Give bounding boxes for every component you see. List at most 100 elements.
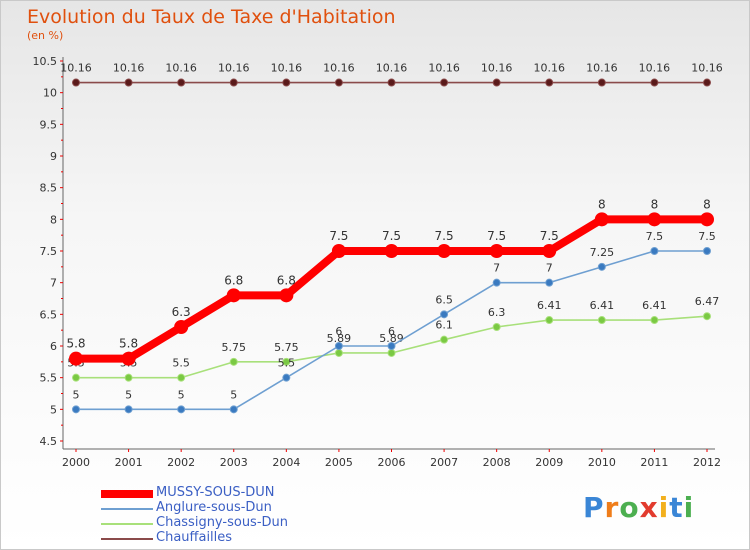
logo-letter: t <box>669 491 684 524</box>
legend-label: MUSSY-SOUS-DUN <box>156 485 275 500</box>
data-point <box>597 262 606 271</box>
data-point <box>177 78 186 87</box>
data-label: 10.16 <box>165 62 197 75</box>
data-label: 5.8 <box>66 337 85 351</box>
data-label: 6.47 <box>695 295 720 308</box>
legend-swatch <box>101 508 153 510</box>
legend-item: Chassigny-sous-Dun <box>101 515 341 531</box>
data-point <box>226 288 241 303</box>
data-point <box>489 244 504 258</box>
legend-label: Chassigny-sous-Dun <box>156 515 289 530</box>
data-label: 7 <box>493 262 500 275</box>
data-point <box>229 78 238 87</box>
data-label: 6 <box>335 325 342 338</box>
data-point <box>545 78 554 87</box>
logo-letter: x <box>639 491 659 524</box>
y-tick-label: 6 <box>50 340 57 353</box>
data-label: 6.8 <box>277 273 296 287</box>
x-tick-label: 2010 <box>588 456 616 469</box>
y-tick-label: 9.5 <box>40 118 58 131</box>
logo-letter: o <box>619 491 640 524</box>
logo-letter: P <box>583 491 605 524</box>
y-tick-label: 6.5 <box>40 308 58 321</box>
data-point <box>542 244 557 258</box>
data-point <box>124 405 133 414</box>
data-label: 7.5 <box>487 229 506 243</box>
data-point <box>440 335 449 344</box>
data-label: 10.16 <box>323 62 355 75</box>
data-label: 6 <box>388 325 395 338</box>
data-label: 6.1 <box>435 319 453 332</box>
data-label: 8 <box>703 197 711 211</box>
data-point <box>492 278 501 287</box>
data-point <box>387 342 396 350</box>
x-tick-label: 2007 <box>430 456 458 469</box>
x-tick-label: 2011 <box>640 456 668 469</box>
data-label: 10.16 <box>60 62 92 75</box>
data-point <box>334 348 343 357</box>
data-point <box>594 212 609 227</box>
data-label: 6.8 <box>224 273 243 287</box>
data-point <box>700 212 714 227</box>
data-label: 5.8 <box>119 337 138 351</box>
data-label: 5.75 <box>274 341 299 354</box>
data-point <box>597 316 606 325</box>
data-label: 10.16 <box>481 62 513 75</box>
data-point <box>650 247 659 255</box>
data-label: 7 <box>546 262 553 275</box>
data-label: 5 <box>73 388 80 401</box>
x-tick-label: 2012 <box>693 456 721 469</box>
data-label: 10.16 <box>691 62 723 75</box>
legend-item: MUSSY-SOUS-DUN <box>101 485 341 501</box>
x-tick-label: 2009 <box>535 456 563 469</box>
x-tick-label: 2001 <box>115 456 143 469</box>
data-point <box>69 351 83 366</box>
data-label: 10.16 <box>271 62 303 75</box>
data-point <box>703 247 711 255</box>
x-tick-label: 2004 <box>272 456 300 469</box>
data-point <box>545 278 554 287</box>
data-point <box>282 78 291 87</box>
x-tick-label: 2002 <box>167 456 195 469</box>
legend-swatch <box>101 490 153 498</box>
y-tick-label: 4.5 <box>40 435 58 448</box>
y-tick-label: 5.5 <box>40 372 58 385</box>
data-label: 7.5 <box>698 230 716 243</box>
x-tick-label: 2008 <box>483 456 511 469</box>
data-label: 7.5 <box>382 229 401 243</box>
data-point <box>440 310 449 319</box>
data-point <box>703 312 711 321</box>
data-label: 6.3 <box>172 305 191 319</box>
data-point <box>72 405 80 414</box>
data-label: 5 <box>178 388 185 401</box>
data-label: 6.41 <box>590 299 615 312</box>
data-label: 7.5 <box>329 229 348 243</box>
y-tick-label: 7.5 <box>40 245 58 258</box>
y-tick-label: 9 <box>50 150 57 163</box>
data-label: 5 <box>230 388 237 401</box>
data-point <box>124 373 133 382</box>
y-tick-label: 7 <box>50 277 57 290</box>
data-label: 7.5 <box>435 229 454 243</box>
data-point <box>437 244 452 258</box>
data-label: 6.41 <box>537 299 562 312</box>
data-point <box>229 357 238 366</box>
data-label: 5.5 <box>172 357 190 370</box>
data-label: 7.25 <box>590 246 615 259</box>
data-label: 6.3 <box>488 306 506 319</box>
data-point <box>282 373 291 382</box>
data-point <box>384 244 399 258</box>
data-point <box>647 212 662 227</box>
legend-item: Anglure-sous-Dun <box>101 500 341 516</box>
data-label: 5.75 <box>222 341 247 354</box>
data-point <box>492 78 501 87</box>
data-point <box>331 244 346 258</box>
data-point <box>177 373 186 382</box>
y-tick-label: 8 <box>50 213 57 226</box>
y-tick-label: 10.5 <box>33 55 58 68</box>
data-point <box>72 78 80 87</box>
legend-swatch <box>101 538 153 540</box>
data-label: 8 <box>598 197 606 211</box>
